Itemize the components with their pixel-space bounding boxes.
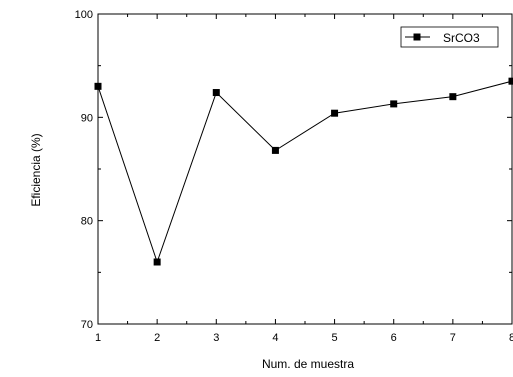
y-tick-label: 100 (75, 9, 93, 21)
x-tick-label: 5 (332, 332, 338, 344)
y-tick-label: 90 (81, 112, 93, 124)
plot-frame (97, 13, 513, 325)
series-layer (94, 77, 513, 266)
y-tick-label: 80 (81, 216, 93, 228)
x-axis-ticks: 1 2 3 4 5 6 7 8 (95, 14, 513, 344)
y-axis-ticks: 70 80 90 100 (75, 9, 512, 331)
data-point (449, 93, 457, 101)
data-point (212, 89, 220, 97)
data-point (390, 100, 398, 108)
legend-box (400, 26, 499, 48)
data-point (94, 82, 102, 90)
x-tick-label: 8 (509, 332, 513, 344)
data-point (153, 258, 161, 266)
series-line (97, 80, 513, 264)
data-point (331, 109, 339, 117)
data-point (508, 77, 513, 85)
legend-label: SrCO3 (443, 31, 480, 45)
legend: SrCO3 (400, 26, 499, 48)
x-tick-label: 4 (272, 332, 278, 344)
y-axis-label: Eficiencia (%) (29, 133, 43, 206)
x-tick-label: 6 (391, 332, 397, 344)
x-tick-label: 3 (213, 332, 219, 344)
y-tick-label: 70 (81, 319, 93, 331)
x-tick-label: 2 (154, 332, 160, 344)
x-tick-label: 1 (95, 332, 101, 344)
data-point (271, 146, 279, 154)
x-axis-label: Num. de muestra (262, 357, 354, 371)
legend-marker (413, 33, 421, 41)
x-tick-label: 7 (450, 332, 456, 344)
plot-border (97, 13, 513, 325)
